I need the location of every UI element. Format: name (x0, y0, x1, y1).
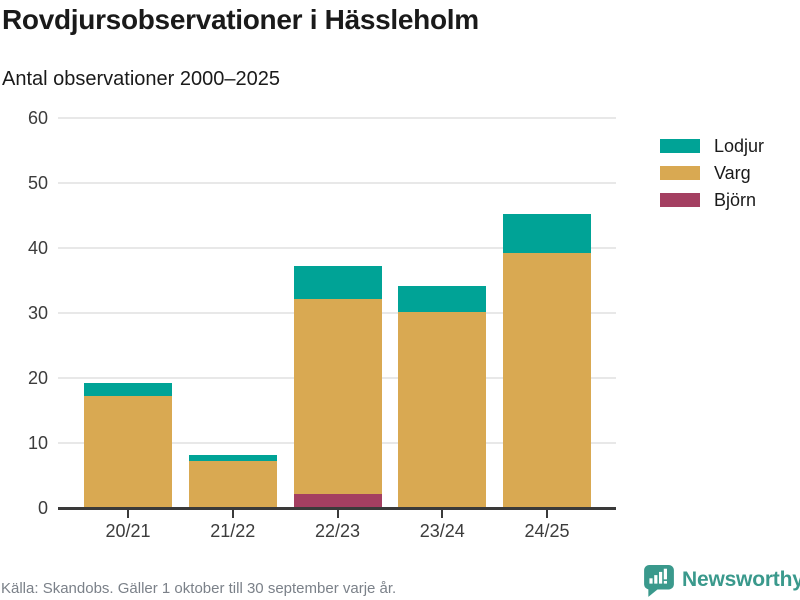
brand-footer: Newsworthy (644, 565, 800, 598)
bar-segment-varg-23-24 (398, 311, 487, 507)
y-axis-label-30: 30 (27, 303, 48, 323)
plot-area: 0 10 20 30 40 50 60 20/21 21/22 22/23 23/24 24/25 (28, 108, 616, 541)
x-axis-tick-20-21 (127, 509, 129, 518)
x-axis-tick-22-23 (336, 509, 339, 518)
gridline-40 (58, 247, 616, 249)
source-note: Källa: Skandobs. Gäller 1 oktober till 3… (1, 580, 397, 597)
x-axis-label-23-24: 23/24 (419, 521, 465, 541)
x-axis-label-22-23: 22/23 (314, 521, 361, 541)
x-axis-tick-21-22 (231, 509, 234, 518)
x-axis-tick-23-24 (441, 509, 444, 518)
bar-segment-lodjur-24-25 (503, 214, 591, 253)
legend-item-bjorn: Björn (660, 190, 764, 210)
bar-segment-varg-21-22 (188, 461, 277, 507)
bar-segment-lodjur-23-24 (398, 285, 487, 312)
gridline-50 (58, 182, 616, 184)
bar-segment-lodjur-22-23 (293, 266, 382, 299)
legend-swatch-varg (660, 166, 700, 180)
x-axis-label-21-22: 21/22 (210, 521, 256, 541)
bar-segment-varg-20-21 (84, 396, 172, 507)
chart-subtitle: Antal observationer 2000–2025 (2, 68, 280, 90)
y-axis-label-40: 40 (27, 238, 48, 258)
legend-swatch-bjorn (660, 193, 700, 207)
legend-label-varg: Varg (714, 163, 751, 183)
y-axis-label-50: 50 (27, 173, 48, 193)
bar-segment-bjorn-22-23 (293, 493, 382, 507)
newsworthy-logo-icon (644, 565, 674, 597)
x-axis-label-24-25: 24/25 (524, 521, 570, 541)
chart-title: Rovdjursobservationer i Hässleholm (2, 4, 479, 35)
legend-label-bjorn: Björn (714, 190, 757, 210)
x-axis-tick-24-25 (546, 509, 548, 518)
y-axis-label-20: 20 (27, 368, 48, 388)
y-axis-label-0: 0 (37, 498, 48, 518)
y-axis-label-10: 10 (27, 433, 48, 453)
brand-name: Newsworthy (682, 568, 800, 591)
legend-item-varg: Varg (660, 163, 764, 183)
legend: Lodjur Varg Björn (660, 136, 764, 217)
bar-segment-lodjur-20-21 (84, 383, 172, 396)
bar-segment-varg-24-25 (503, 253, 591, 507)
x-axis-label-20-21: 20/21 (105, 521, 151, 541)
gridline-60 (58, 117, 616, 119)
x-axis-baseline (58, 506, 616, 510)
legend-label-lodjur: Lodjur (714, 136, 765, 156)
y-axis-label-60: 60 (27, 108, 48, 128)
legend-swatch-lodjur (660, 139, 700, 153)
bar-segment-varg-22-23 (293, 298, 382, 494)
legend-item-lodjur: Lodjur (660, 136, 764, 156)
bar-segment-lodjur-21-22 (188, 454, 277, 461)
